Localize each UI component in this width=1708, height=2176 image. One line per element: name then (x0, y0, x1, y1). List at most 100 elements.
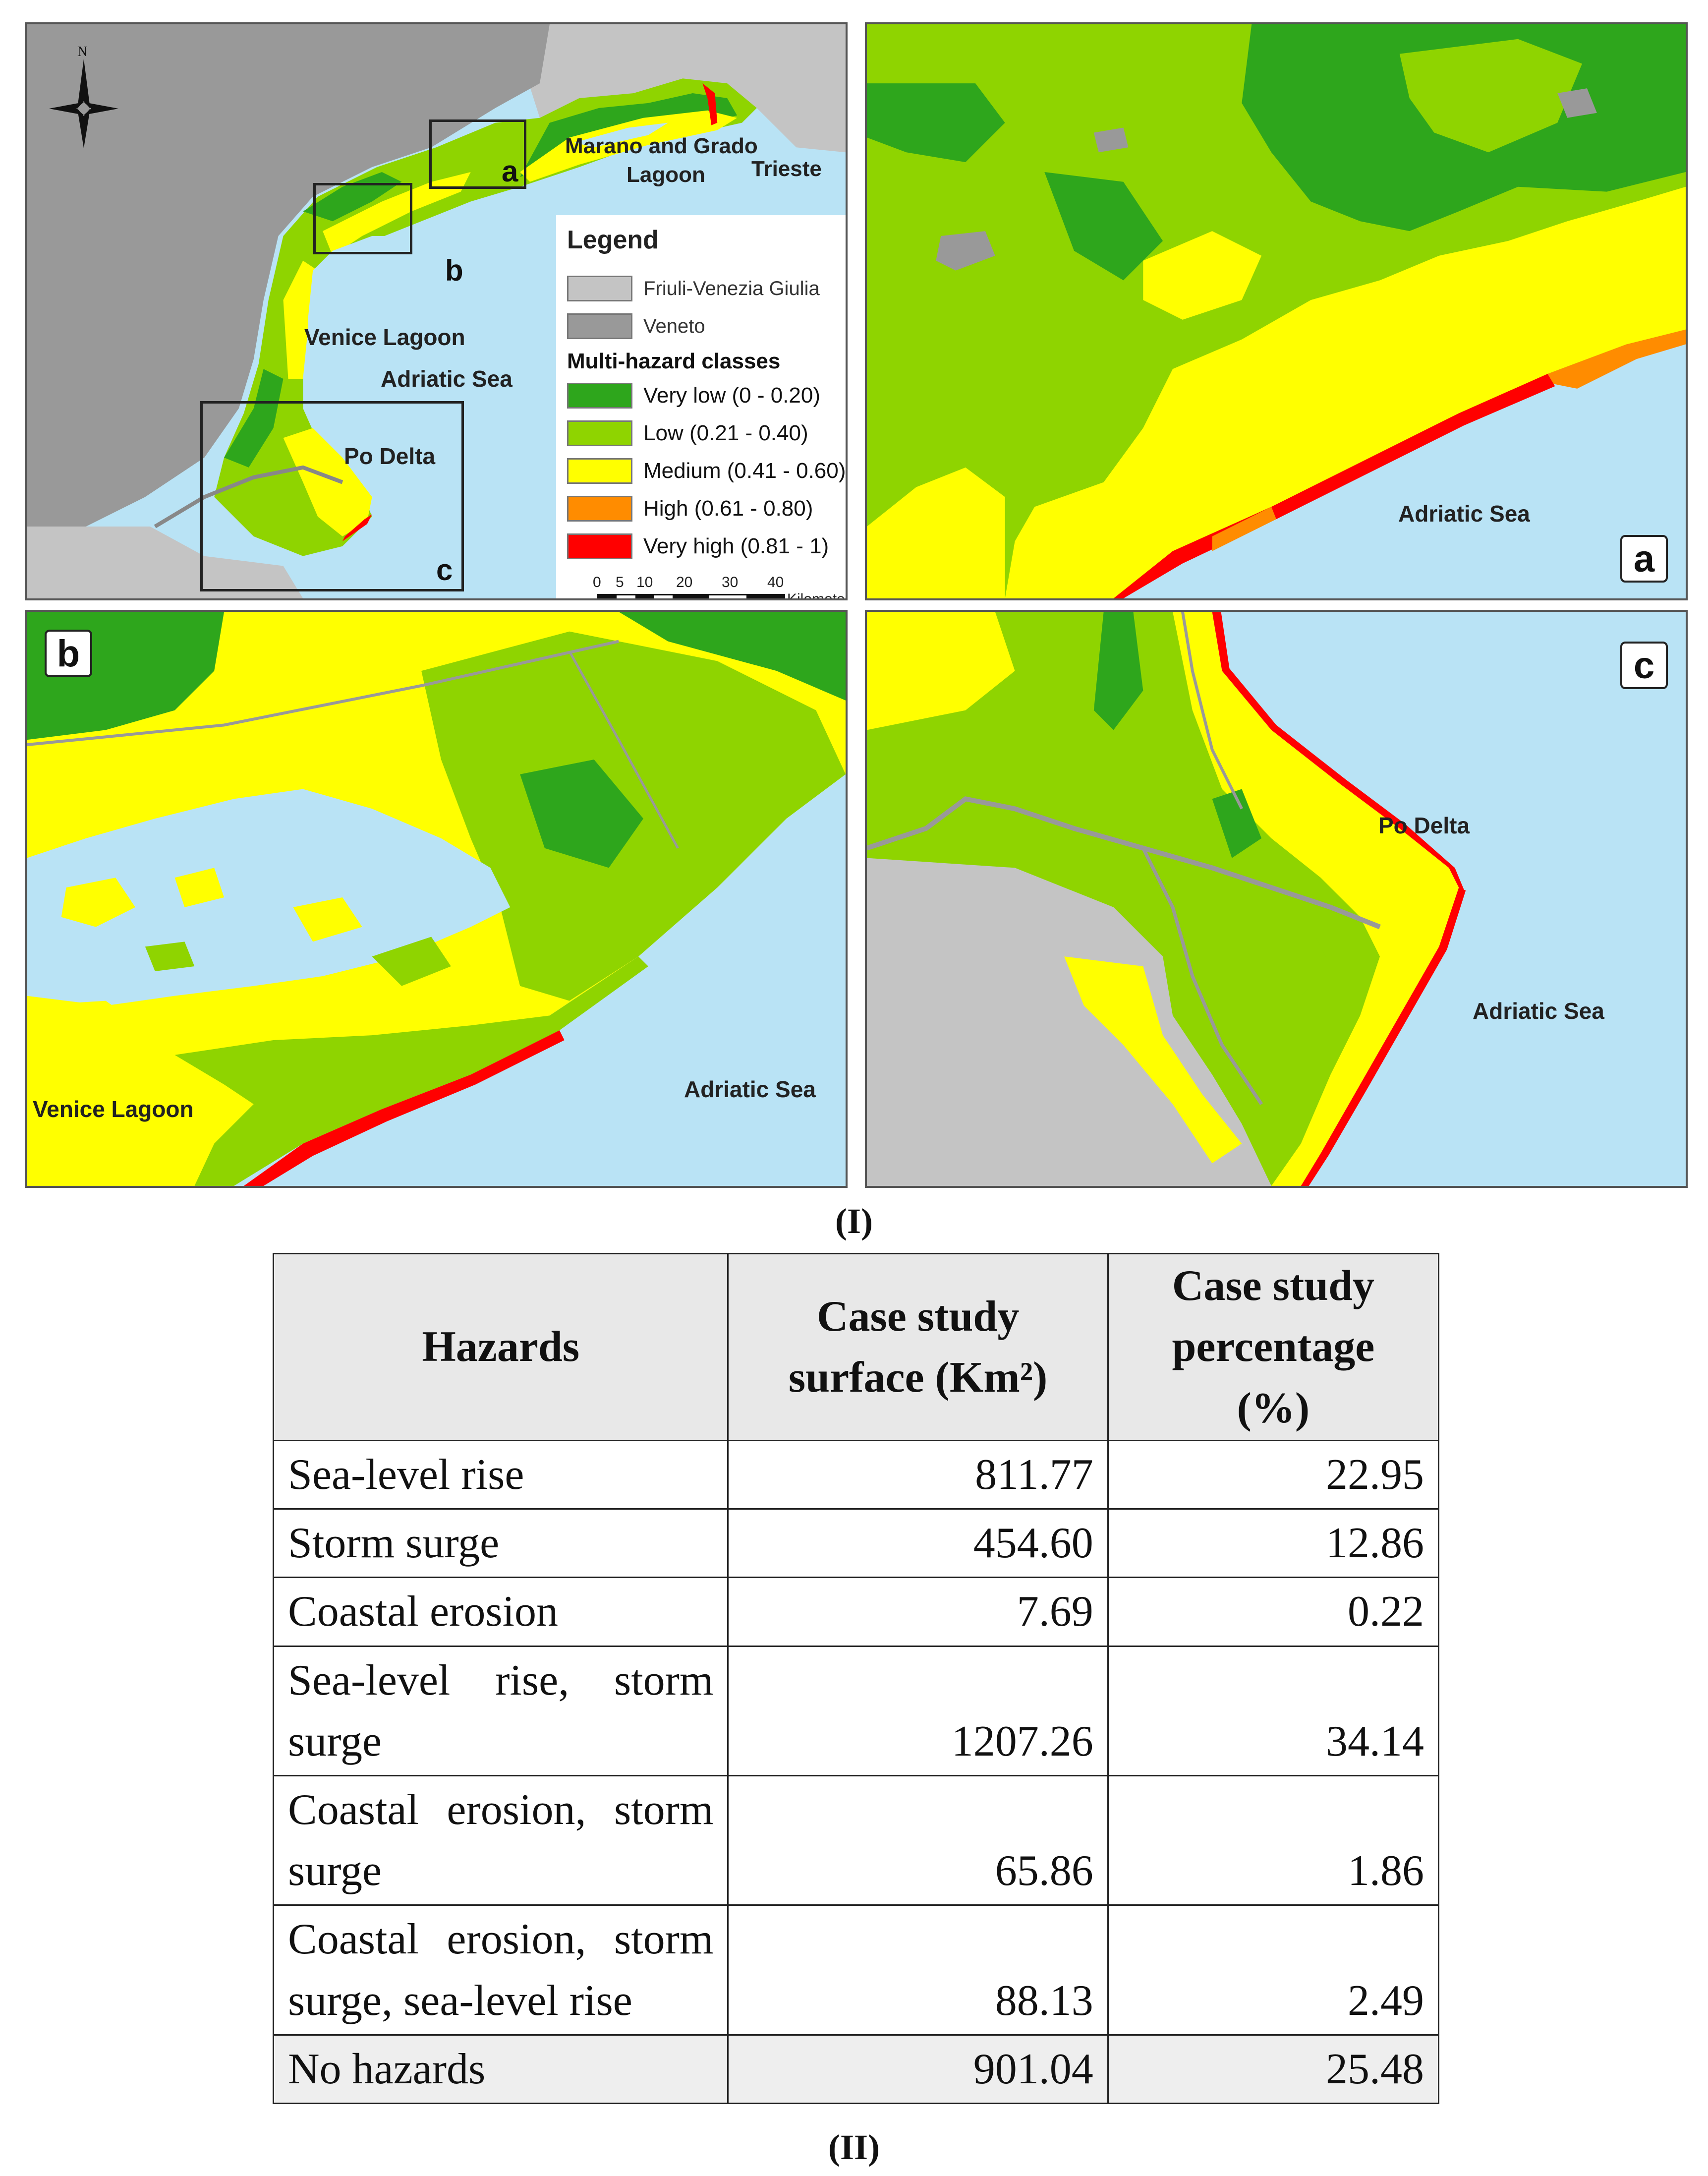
legend-label-very-low: Very low (0 - 0.20) (643, 383, 821, 408)
cell-surface: 811.77 (727, 1439, 1109, 1510)
inset-box-c (200, 401, 464, 591)
panel-c-delta-label: Po Delta (1378, 813, 1470, 838)
cell-surface: 65.86 (727, 1774, 1109, 1906)
legend-swatch-low (567, 420, 632, 446)
header-percentage: Case study percentage (%) (1107, 1253, 1440, 1441)
scale-tick: 10 (636, 574, 653, 590)
scale-unit: Kilometers (787, 591, 846, 600)
table-row: Coastal erosion 7.69 0.22 (272, 1577, 1440, 1647)
legend-swatch-high (567, 496, 632, 522)
cell-hazard: No hazards (272, 2034, 729, 2104)
cell-hazard: Sea-level rise, storm surge (272, 1645, 729, 1776)
caption-part-two: (II) (828, 2127, 880, 2167)
overview-map: N a b c Marano and Grado Lagoon Trieste … (25, 22, 848, 600)
cell-hazard: Coastal erosion, storm surge (272, 1774, 729, 1906)
header-percentage-line2: percentage (1172, 1323, 1375, 1371)
north-arrow-icon: N (47, 44, 121, 148)
header-percentage-line3: (%) (1237, 1384, 1310, 1432)
cell-surface: 901.04 (727, 2034, 1109, 2104)
panel-b-lagoon-label: Venice Lagoon (33, 1096, 194, 1122)
legend-row-veneto: Veneto (567, 307, 846, 345)
map-label-venice-lagoon: Venice Lagoon (304, 324, 465, 350)
cell-hazard: Storm surge (272, 1508, 729, 1579)
cell-percentage: 25.48 (1107, 2034, 1440, 2104)
inset-box-a (429, 119, 526, 189)
panel-a-letter: a (1620, 535, 1668, 583)
legend-row-low: Low (0.21 - 0.40) (567, 414, 846, 452)
header-percentage-line1: Case study (1172, 1262, 1375, 1310)
panel-c-letter: c (1620, 642, 1668, 689)
legend-row-friuli: Friuli-Venezia Giulia (567, 270, 846, 307)
panel-b-sea-label: Adriatic Sea (684, 1076, 816, 1102)
table-row: Sea-level rise, storm surge 1207.26 34.1… (272, 1645, 1440, 1776)
legend-label-veneto: Veneto (643, 315, 705, 337)
panel-b-letter: b (45, 630, 92, 677)
scale-tick: 20 (676, 574, 693, 590)
legend-label-high: High (0.61 - 0.80) (643, 496, 813, 521)
panel-c-sea-label: Adriatic Sea (1473, 998, 1604, 1024)
scale-tick: 30 (722, 574, 739, 590)
cell-percentage: 1.86 (1107, 1774, 1440, 1906)
map-label-marano-grado: Marano and Grado (565, 134, 758, 158)
legend-label-very-high: Very high (0.81 - 1) (643, 534, 829, 558)
legend-label-friuli: Friuli-Venezia Giulia (643, 277, 820, 299)
cell-surface: 7.69 (727, 1577, 1109, 1647)
legend-swatch-friuli (567, 276, 632, 301)
table-row: Sea-level rise 811.77 22.95 (272, 1439, 1440, 1510)
panel-c-map: Po Delta Adriatic Sea c (865, 610, 1688, 1188)
cell-hazard: Coastal erosion (272, 1577, 729, 1647)
inset-label-a: a (502, 155, 518, 188)
legend-row-very-low: Very low (0 - 0.20) (567, 377, 846, 414)
legend-row-very-high: Very high (0.81 - 1) (567, 528, 846, 565)
cell-percentage: 12.86 (1107, 1508, 1440, 1579)
legend-label-low: Low (0.21 - 0.40) (643, 421, 808, 445)
table-header-row: Hazards Case study surface (Km²) Case st… (272, 1253, 1440, 1441)
panel-a-graphic (867, 24, 1686, 598)
legend-row-medium: Medium (0.41 - 0.60) (567, 452, 846, 490)
legend-classes-title: Multi-hazard classes (567, 349, 781, 373)
north-arrow-label: N (77, 44, 88, 59)
table-row: Coastal erosion, storm surge, sea-level … (272, 1904, 1440, 2036)
cell-percentage: 22.95 (1107, 1439, 1440, 1510)
inset-label-b: b (445, 254, 463, 287)
legend-row-high: High (0.61 - 0.80) (567, 490, 846, 528)
legend-swatch-medium (567, 458, 632, 484)
header-hazards: Hazards (272, 1253, 729, 1441)
scale-bar: 0 5 10 20 30 40 Kilometers (567, 574, 846, 600)
panel-a-sea-label: Adriatic Sea (1398, 501, 1530, 527)
map-label-trieste: Trieste (751, 157, 822, 181)
cell-hazard: Sea-level rise (272, 1439, 729, 1510)
scale-tick: 40 (767, 574, 784, 590)
header-surface-line1: Case study (816, 1292, 1020, 1341)
inset-label-c: c (436, 553, 453, 587)
scale-bar-graphic (597, 594, 785, 598)
scale-tick: 5 (616, 574, 624, 590)
hazards-table: Hazards Case study surface (Km²) Case st… (272, 1253, 1440, 2104)
panel-b-graphic (27, 612, 846, 1186)
map-label-adriatic-sea: Adriatic Sea (381, 366, 512, 392)
cell-surface: 88.13 (727, 1904, 1109, 2036)
table-row: No hazards 901.04 25.48 (272, 2034, 1440, 2104)
cell-percentage: 2.49 (1107, 1904, 1440, 2036)
cell-percentage: 0.22 (1107, 1577, 1440, 1647)
inset-box-b (313, 183, 412, 254)
header-surface: Case study surface (Km²) (727, 1253, 1109, 1441)
panel-a-map: Adriatic Sea a (865, 22, 1688, 600)
map-legend: Legend Friuli-Venezia Giulia Veneto Mult… (556, 215, 846, 600)
legend-label-medium: Medium (0.41 - 0.60) (643, 459, 846, 483)
cell-surface: 1207.26 (727, 1645, 1109, 1776)
legend-swatch-very-low (567, 383, 632, 409)
legend-title: Legend (567, 226, 659, 254)
table-row: Storm surge 454.60 12.86 (272, 1508, 1440, 1579)
header-surface-line2: surface (Km²) (788, 1353, 1048, 1402)
table-row: Coastal erosion, storm surge 65.86 1.86 (272, 1774, 1440, 1906)
scale-tick: 0 (593, 574, 601, 590)
panel-b-map: Venice Lagoon Adriatic Sea b (25, 610, 848, 1188)
cell-hazard: Coastal erosion, storm surge, sea-level … (272, 1904, 729, 2036)
map-label-lagoon: Lagoon (626, 163, 705, 187)
map-label-po-delta: Po Delta (344, 443, 436, 469)
caption-part-one: (I) (835, 1201, 873, 1241)
cell-percentage: 34.14 (1107, 1645, 1440, 1776)
legend-swatch-very-high (567, 533, 632, 559)
legend-swatch-veneto (567, 313, 632, 339)
